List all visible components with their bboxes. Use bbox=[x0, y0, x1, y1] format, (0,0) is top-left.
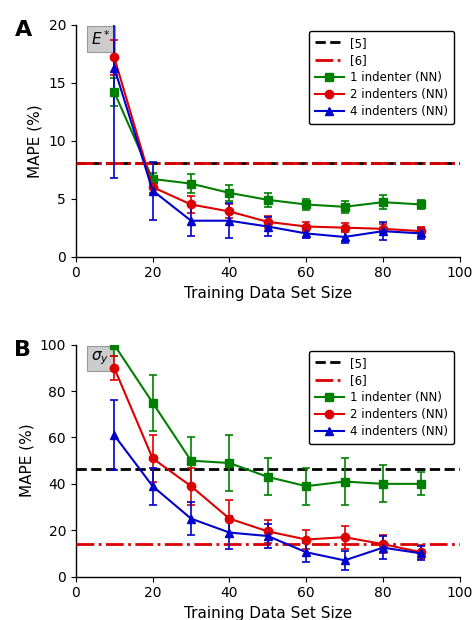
X-axis label: Training Data Set Size: Training Data Set Size bbox=[184, 606, 352, 620]
Text: $E^*$: $E^*$ bbox=[91, 29, 111, 48]
Text: A: A bbox=[14, 20, 32, 40]
Legend: [5], [6], 1 indenter (NN), 2 indenters (NN), 4 indenters (NN): [5], [6], 1 indenter (NN), 2 indenters (… bbox=[309, 351, 454, 444]
Text: $\sigma_y$: $\sigma_y$ bbox=[91, 350, 109, 367]
X-axis label: Training Data Set Size: Training Data Set Size bbox=[184, 286, 352, 301]
Y-axis label: MAPE (%): MAPE (%) bbox=[19, 424, 34, 497]
Legend: [5], [6], 1 indenter (NN), 2 indenters (NN), 4 indenters (NN): [5], [6], 1 indenter (NN), 2 indenters (… bbox=[309, 31, 454, 124]
Y-axis label: MAPE (%): MAPE (%) bbox=[28, 104, 43, 177]
Text: B: B bbox=[14, 340, 31, 360]
